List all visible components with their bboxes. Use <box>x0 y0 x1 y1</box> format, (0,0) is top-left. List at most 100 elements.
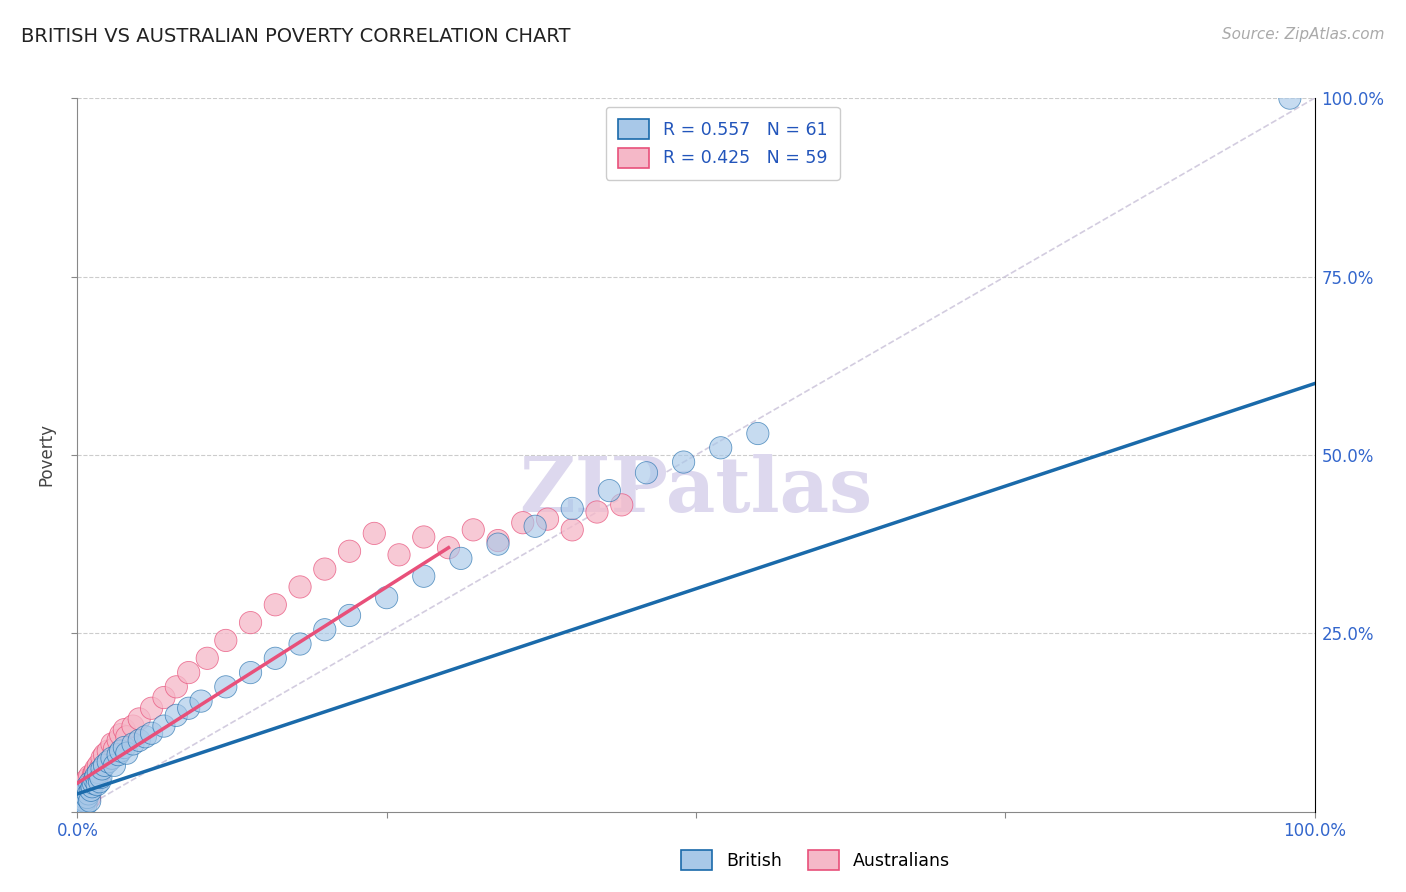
Ellipse shape <box>586 501 609 523</box>
Ellipse shape <box>77 778 100 800</box>
Ellipse shape <box>536 508 558 530</box>
Ellipse shape <box>97 740 120 762</box>
Ellipse shape <box>115 742 138 764</box>
Ellipse shape <box>80 780 103 801</box>
Ellipse shape <box>388 544 411 566</box>
Ellipse shape <box>70 792 93 814</box>
Ellipse shape <box>83 772 104 794</box>
Ellipse shape <box>165 705 187 726</box>
Ellipse shape <box>114 719 135 740</box>
Ellipse shape <box>70 794 93 815</box>
Ellipse shape <box>86 766 108 789</box>
Legend: R = 0.557   N = 61, R = 0.425   N = 59: R = 0.557 N = 61, R = 0.425 N = 59 <box>606 107 839 180</box>
Ellipse shape <box>314 619 336 640</box>
Ellipse shape <box>76 769 98 790</box>
Ellipse shape <box>288 633 311 655</box>
Ellipse shape <box>90 756 112 779</box>
Ellipse shape <box>561 519 583 541</box>
Ellipse shape <box>103 755 125 776</box>
Ellipse shape <box>75 772 97 794</box>
Ellipse shape <box>101 747 124 769</box>
Ellipse shape <box>93 744 115 765</box>
Ellipse shape <box>153 687 176 708</box>
Ellipse shape <box>215 676 238 698</box>
Ellipse shape <box>450 548 472 569</box>
Ellipse shape <box>486 530 509 551</box>
Ellipse shape <box>80 773 103 796</box>
Ellipse shape <box>101 733 124 755</box>
Ellipse shape <box>86 773 108 796</box>
Ellipse shape <box>115 726 138 747</box>
Ellipse shape <box>122 733 145 755</box>
Ellipse shape <box>87 755 110 776</box>
Y-axis label: Poverty: Poverty <box>38 424 56 486</box>
Ellipse shape <box>83 762 105 783</box>
Ellipse shape <box>87 762 110 783</box>
Ellipse shape <box>412 526 434 548</box>
Ellipse shape <box>672 451 695 473</box>
Ellipse shape <box>76 780 98 803</box>
Ellipse shape <box>72 788 93 810</box>
Ellipse shape <box>636 462 658 483</box>
Ellipse shape <box>512 512 534 533</box>
Ellipse shape <box>177 698 200 719</box>
Ellipse shape <box>375 587 398 608</box>
Ellipse shape <box>524 516 547 537</box>
Ellipse shape <box>264 648 287 669</box>
Ellipse shape <box>339 541 361 562</box>
Ellipse shape <box>122 715 145 737</box>
Text: BRITISH VS AUSTRALIAN POVERTY CORRELATION CHART: BRITISH VS AUSTRALIAN POVERTY CORRELATIO… <box>21 27 571 45</box>
Ellipse shape <box>89 762 111 783</box>
Ellipse shape <box>93 755 115 776</box>
Ellipse shape <box>79 772 101 794</box>
Ellipse shape <box>215 630 238 651</box>
Ellipse shape <box>141 723 163 744</box>
Ellipse shape <box>69 790 91 812</box>
Ellipse shape <box>75 794 97 815</box>
Ellipse shape <box>114 737 135 758</box>
Ellipse shape <box>747 423 769 444</box>
Ellipse shape <box>1278 87 1301 109</box>
Legend: British, Australians: British, Australians <box>672 841 959 879</box>
Ellipse shape <box>141 698 163 719</box>
Text: ZIPatlas: ZIPatlas <box>519 454 873 527</box>
Ellipse shape <box>67 797 90 819</box>
Ellipse shape <box>128 730 150 751</box>
Ellipse shape <box>314 558 336 580</box>
Ellipse shape <box>437 537 460 558</box>
Ellipse shape <box>561 498 583 519</box>
Ellipse shape <box>110 723 132 746</box>
Ellipse shape <box>177 662 200 683</box>
Ellipse shape <box>134 726 156 747</box>
Ellipse shape <box>97 751 120 772</box>
Ellipse shape <box>264 594 287 615</box>
Ellipse shape <box>195 648 218 669</box>
Ellipse shape <box>75 780 97 801</box>
Ellipse shape <box>486 533 509 555</box>
Ellipse shape <box>76 787 98 808</box>
Ellipse shape <box>91 747 114 769</box>
Ellipse shape <box>82 776 103 797</box>
Ellipse shape <box>73 790 96 812</box>
Ellipse shape <box>79 765 101 787</box>
Ellipse shape <box>83 764 104 786</box>
Ellipse shape <box>84 765 107 787</box>
Ellipse shape <box>412 566 434 587</box>
Ellipse shape <box>128 708 150 730</box>
Ellipse shape <box>72 795 94 817</box>
Ellipse shape <box>73 783 96 805</box>
Ellipse shape <box>73 776 96 797</box>
Ellipse shape <box>463 519 485 541</box>
Ellipse shape <box>103 738 125 760</box>
Ellipse shape <box>91 758 114 780</box>
Ellipse shape <box>72 783 93 805</box>
Ellipse shape <box>75 788 97 810</box>
Ellipse shape <box>110 740 132 762</box>
Ellipse shape <box>710 437 733 458</box>
Text: Source: ZipAtlas.com: Source: ZipAtlas.com <box>1222 27 1385 42</box>
Ellipse shape <box>89 771 111 793</box>
Ellipse shape <box>73 785 96 807</box>
Ellipse shape <box>77 783 100 805</box>
Ellipse shape <box>153 715 176 737</box>
Ellipse shape <box>72 788 93 810</box>
